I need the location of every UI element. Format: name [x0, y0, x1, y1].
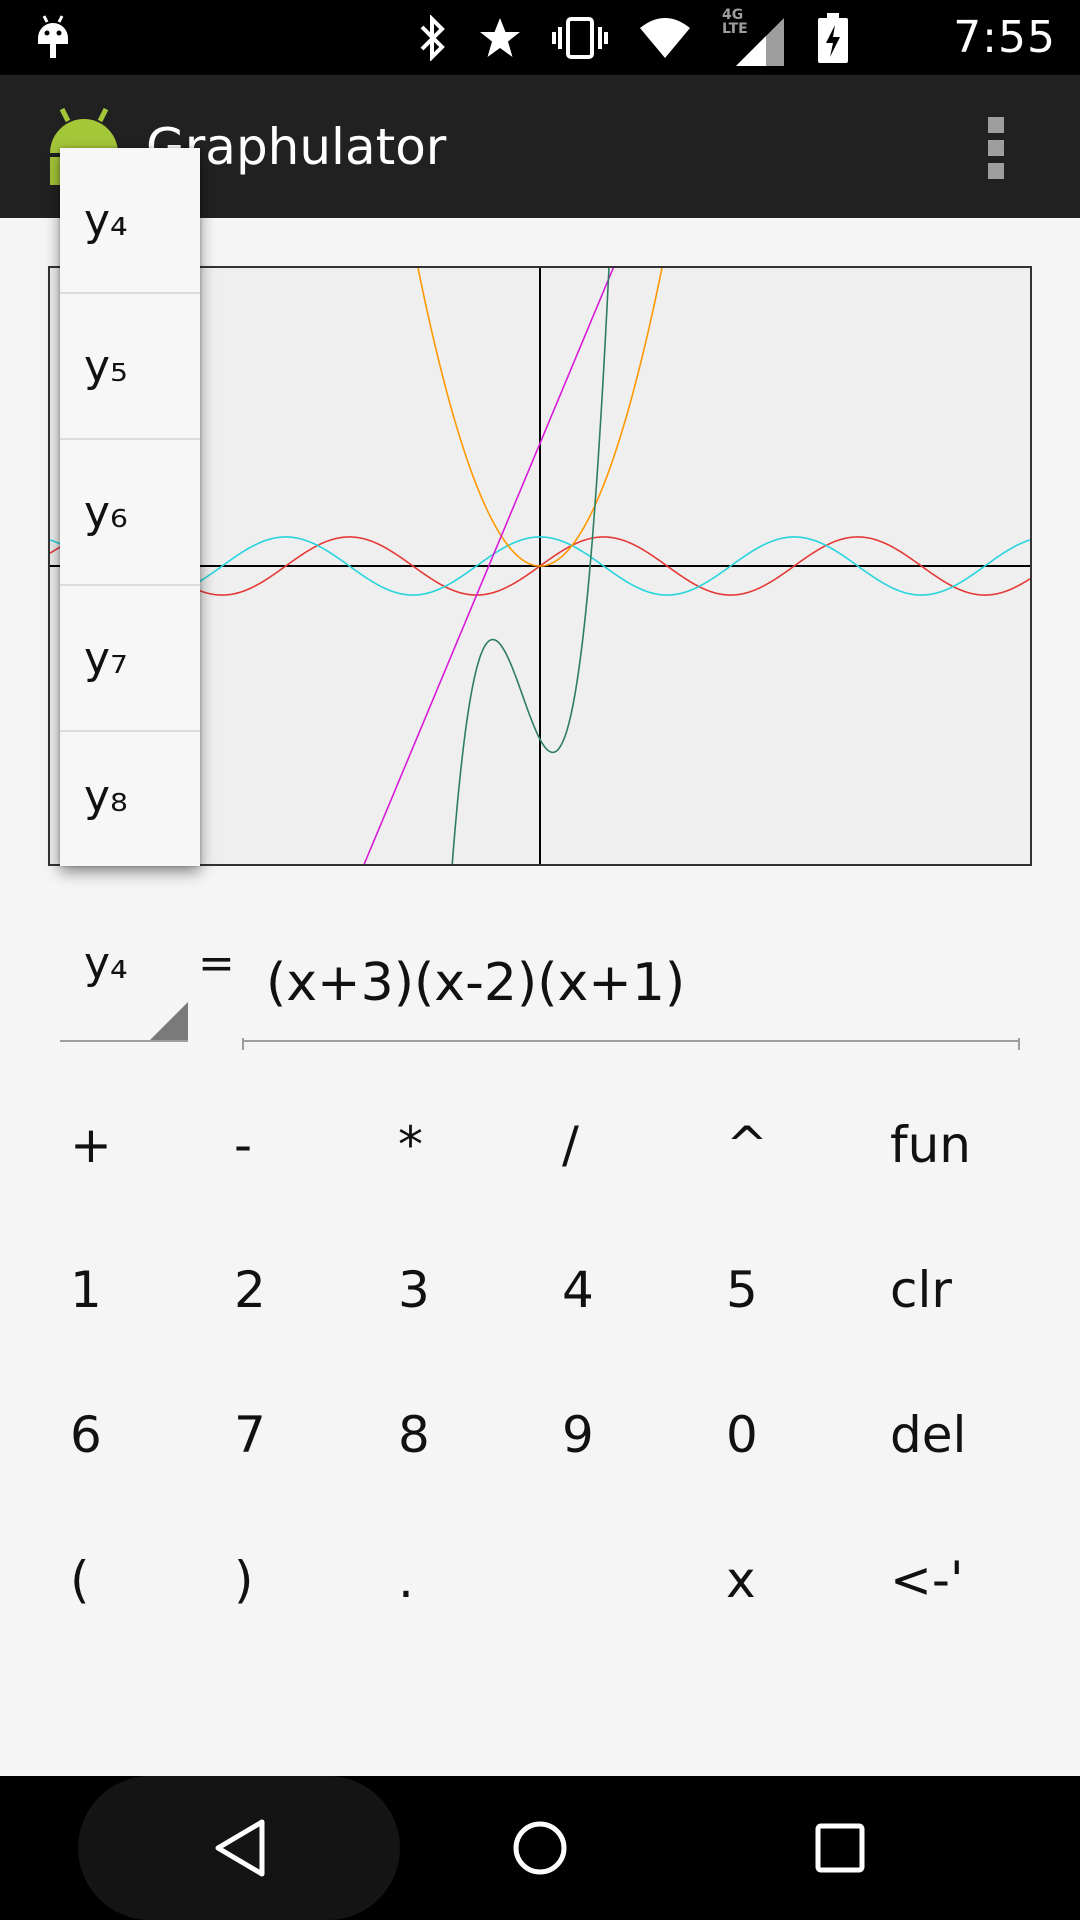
key-blank[interactable]	[540, 1507, 700, 1652]
dropdown-item-y5[interactable]: y₅	[60, 294, 200, 440]
wifi-icon	[640, 18, 690, 58]
key-decimal[interactable]: .	[376, 1507, 536, 1652]
function-selector-label: y₄	[84, 938, 128, 989]
key-0[interactable]: 0	[704, 1362, 864, 1507]
key-divide[interactable]: /	[540, 1072, 700, 1217]
graph-canvas[interactable]	[48, 266, 1032, 866]
input-underline-cap-left	[242, 1038, 244, 1050]
key-3[interactable]: 3	[376, 1217, 536, 1362]
key-7[interactable]: 7	[212, 1362, 372, 1507]
back-icon	[215, 1819, 265, 1877]
key-6[interactable]: 6	[48, 1362, 208, 1507]
function-selector[interactable]: y₄	[60, 920, 188, 1042]
key-4[interactable]: 4	[540, 1217, 700, 1362]
parabola-curve	[417, 268, 663, 567]
status-bar: 4G LTE 7:55	[0, 0, 1080, 75]
dropdown-item-y4[interactable]: y₄	[60, 148, 200, 294]
key-plus[interactable]: +	[48, 1072, 208, 1217]
vibrate-icon	[552, 17, 608, 59]
cosine-curve	[50, 536, 1030, 596]
key-x[interactable]: x	[704, 1507, 864, 1652]
key-minus[interactable]: -	[212, 1072, 372, 1217]
overflow-menu-icon[interactable]	[986, 117, 1006, 179]
home-button[interactable]	[440, 1796, 640, 1900]
dropdown-item-y8[interactable]: y₈	[84, 771, 128, 822]
bluetooth-icon	[420, 15, 445, 61]
keypad-row: 6 7 8 9 0 del	[48, 1362, 1048, 1507]
input-underline-cap-right	[1018, 1038, 1020, 1050]
key-multiply[interactable]: *	[376, 1072, 536, 1217]
keypad-row: ( ) . x <-'	[48, 1507, 1048, 1652]
key-5[interactable]: 5	[704, 1217, 864, 1362]
key-close-paren[interactable]: )	[212, 1507, 372, 1652]
key-delete[interactable]: del	[868, 1362, 1028, 1507]
keypad: + - * / ^ fun 1 2 3 4 5 clr 6 7 8 9 0 de…	[48, 1072, 1048, 1652]
key-clear[interactable]: clr	[868, 1217, 1028, 1362]
signal-icon: 4G LTE	[722, 7, 788, 66]
key-open-paren[interactable]: (	[48, 1507, 208, 1652]
function-row: y₄ =	[0, 920, 1080, 1050]
clock: 7:55	[953, 12, 1056, 63]
key-enter[interactable]: <-'	[868, 1507, 1028, 1652]
back-button[interactable]	[140, 1796, 340, 1900]
action-bar: Graphulator	[0, 75, 1080, 218]
android-debug-icon	[38, 15, 68, 58]
recents-icon	[815, 1823, 865, 1873]
dropdown-item-y7[interactable]: y₇	[60, 586, 200, 732]
key-8[interactable]: 8	[376, 1362, 536, 1507]
keypad-row: 1 2 3 4 5 clr	[48, 1217, 1048, 1362]
key-1[interactable]: 1	[48, 1217, 208, 1362]
equals-sign: =	[198, 938, 235, 989]
battery-charging-icon	[818, 13, 848, 63]
dropdown-triangle-icon	[150, 1002, 188, 1040]
back-button-highlight	[78, 1776, 400, 1920]
recents-button[interactable]	[740, 1796, 940, 1900]
key-power[interactable]: ^	[704, 1072, 864, 1217]
line-curve	[363, 268, 615, 864]
key-fun[interactable]: fun	[868, 1072, 1028, 1217]
network-type: 4G LTE	[722, 7, 748, 37]
keypad-row: + - * / ^ fun	[48, 1072, 1048, 1217]
dropdown-item-y6[interactable]: y₆	[60, 440, 200, 586]
key-9[interactable]: 9	[540, 1362, 700, 1507]
home-icon	[513, 1821, 567, 1875]
cubic-curve	[451, 268, 610, 864]
function-dropdown: y₄ y₅ y₆ y₇ y₈	[60, 148, 200, 866]
navigation-bar	[0, 1776, 1080, 1920]
expression-input[interactable]	[242, 920, 1020, 1042]
star-icon	[480, 18, 520, 57]
key-2[interactable]: 2	[212, 1217, 372, 1362]
